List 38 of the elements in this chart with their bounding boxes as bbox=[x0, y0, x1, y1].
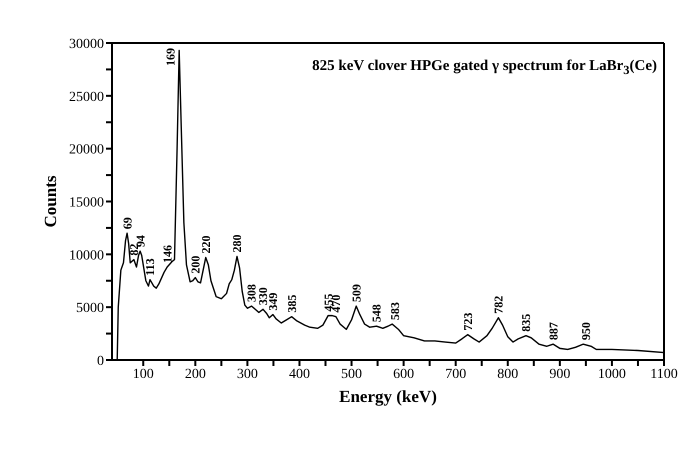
annotation: 308 bbox=[244, 284, 259, 302]
annotation: 113 bbox=[143, 258, 158, 276]
x-tick-label: 100 bbox=[132, 366, 154, 382]
text: 825 keV clover HPGe gated γ spectrum for LaBr$_{3}$(Ce) bbox=[312, 58, 657, 77]
x-tick-label: 1000 bbox=[598, 366, 626, 382]
annotation: 835 bbox=[519, 314, 534, 332]
annotation: 583 bbox=[388, 302, 402, 320]
y-tick-label: 20000 bbox=[69, 142, 104, 158]
x-axis-title: Energy (keV) bbox=[339, 387, 437, 406]
annotation: 385 bbox=[284, 294, 299, 313]
annotation: 548 bbox=[370, 304, 384, 322]
annotation: 69 bbox=[120, 217, 134, 230]
x-tick-label: 1100 bbox=[650, 366, 678, 382]
annotation: 220 bbox=[198, 236, 213, 254]
x-tick-label: 600 bbox=[393, 366, 414, 382]
annotation: 200 bbox=[188, 256, 203, 274]
y-tick-label: 0 bbox=[97, 354, 104, 369]
y-tick-label: 15000 bbox=[69, 195, 104, 210]
x-tick-label: 700 bbox=[445, 366, 466, 382]
y-tick-label: 10000 bbox=[69, 248, 104, 264]
x-tick-label: 500 bbox=[341, 366, 362, 382]
x-tick-label: 300 bbox=[236, 366, 258, 382]
y-tick-label: 25000 bbox=[69, 90, 104, 105]
annotation: 280 bbox=[230, 234, 244, 252]
annotation: 169 bbox=[163, 48, 178, 66]
x-tick-label: 400 bbox=[288, 366, 310, 382]
x-tick-label: 200 bbox=[184, 366, 206, 382]
y-tick-label: 30000 bbox=[69, 36, 104, 52]
x-tick-label: 900 bbox=[549, 366, 570, 382]
x-tick-label: 800 bbox=[497, 366, 518, 382]
annotation: 723 bbox=[460, 312, 475, 331]
annotation: 146 bbox=[160, 245, 174, 264]
annotation: 887 bbox=[546, 322, 560, 340]
annotation: 782 bbox=[492, 296, 506, 314]
annotation: 509 bbox=[349, 284, 364, 302]
annotation: 950 bbox=[579, 322, 594, 340]
y-axis-title: Counts bbox=[41, 175, 60, 228]
y-tick-label: 5000 bbox=[76, 301, 104, 316]
